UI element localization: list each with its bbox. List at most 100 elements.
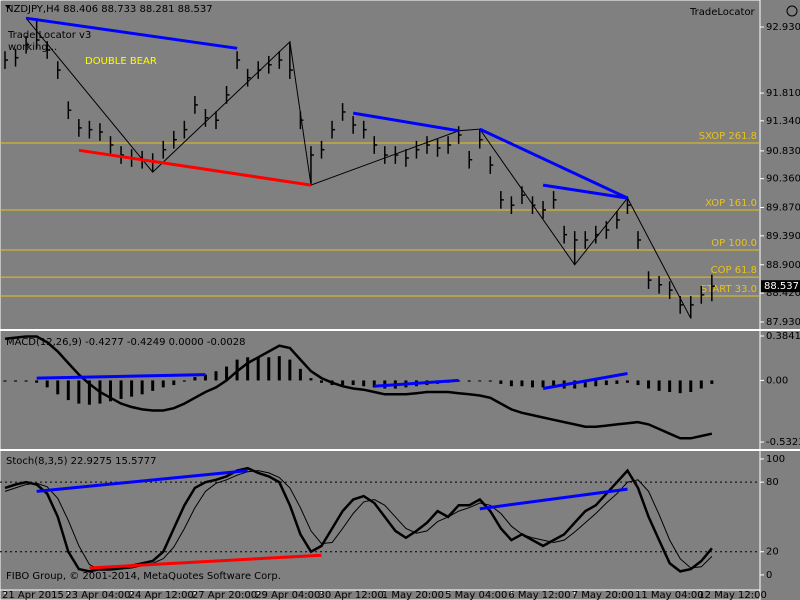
macd-bar (3, 380, 7, 382)
macd-bar (552, 380, 556, 388)
y-tick-label: 80 (766, 477, 779, 488)
macd-bar (668, 380, 672, 393)
macd-bar (573, 380, 577, 389)
x-tick-label: 7 May 20:00 (572, 590, 634, 600)
last-price-label: 88.537 (764, 281, 799, 292)
macd-bar (604, 380, 608, 386)
x-tick-label: 6 May 12:00 (508, 590, 570, 600)
macd-bar (277, 356, 281, 381)
macd-bar (583, 380, 587, 388)
trendline (78, 148, 312, 187)
macd-bar (246, 357, 250, 381)
macd-bar (625, 380, 629, 383)
macd-bar (372, 380, 376, 388)
fib-level-label: START 33.0 (701, 284, 757, 295)
trendline (25, 16, 238, 50)
macd-bar (288, 359, 292, 381)
annotation: TradeLocator (689, 7, 756, 18)
macd-bar (214, 371, 218, 381)
annotation: Trade Locator v3 (7, 30, 91, 41)
macd-line (4, 335, 713, 440)
fib-level-label: COP 61.8 (711, 265, 757, 276)
macd-bar (320, 380, 323, 383)
macd-bar (509, 380, 513, 387)
trendline (36, 373, 206, 380)
macd-bar (56, 380, 60, 395)
macd-bar (77, 380, 81, 404)
annotation: DOUBLE BEAR (85, 56, 157, 67)
panel-title: Stoch(8,3,5) 22.9275 15.5777 (6, 456, 157, 467)
last-price-box (761, 280, 800, 293)
macd-bar (488, 380, 492, 382)
macd-bar (678, 380, 682, 394)
y-tick-label: 89.870 (766, 203, 800, 214)
macd-bar (109, 380, 112, 402)
x-tick-label: 23 Apr 04:00 (65, 590, 130, 600)
y-tick-label: 88.420 (766, 288, 800, 299)
macd-bar (710, 380, 714, 384)
smiley-icon (786, 5, 798, 17)
y-tick-label: 89.390 (766, 231, 800, 242)
macd-bar (225, 366, 229, 381)
macd-bar (172, 380, 176, 386)
macd-bar (699, 380, 703, 389)
macd-bar (541, 380, 545, 388)
stoch-line (4, 470, 713, 571)
macd-bar (594, 380, 598, 387)
x-tick-label: 5 May 04:00 (445, 590, 507, 600)
y-tick-label: 92.930 (766, 22, 800, 33)
macd-bar (14, 380, 18, 382)
macd-bar (66, 380, 70, 401)
macd-bar (119, 380, 123, 399)
y-tick-label: 0 (766, 570, 772, 581)
macd-bar (298, 368, 302, 381)
macd-bar (467, 380, 471, 382)
y-tick-label: -0.5323 (766, 437, 800, 448)
macd-bar (362, 380, 366, 387)
macd-bar (24, 380, 28, 382)
y-tick-label: 91.810 (766, 88, 800, 99)
x-tick-label: 11 May 04:00 (635, 590, 704, 600)
y-tick-label: 91.340 (766, 116, 800, 127)
menu-icon (5, 5, 11, 9)
macd-bar (309, 378, 313, 381)
x-tick-label: 1 May 20:00 (382, 590, 444, 600)
trendline (479, 127, 629, 200)
x-tick-label: 12 May 12:00 (698, 590, 767, 600)
macd-bar (531, 380, 534, 388)
copyright: FIBO Group, © 2001-2014, MetaQuotes Soft… (6, 571, 281, 582)
macd-bar (647, 380, 651, 389)
y-tick-label: 87.930 (766, 317, 800, 328)
macd-bar (87, 380, 91, 405)
macd-bar (499, 380, 503, 384)
macd-bar (193, 376, 197, 381)
panel-title: NZDJPY,H4 88.406 88.733 88.281 88.537 (6, 4, 213, 15)
macd-bar (520, 380, 524, 387)
x-tick-label: 27 Apr 20:00 (192, 590, 257, 600)
macd-bar (203, 374, 207, 381)
panel-title: MACD(12,26,9) -0.4277 -0.4249 0.0000 -0.… (6, 337, 245, 348)
trendline (542, 183, 628, 200)
macd-bar (182, 380, 186, 382)
macd-bar (161, 380, 165, 388)
y-tick-label: 100 (766, 454, 785, 465)
macd-bar (45, 380, 49, 388)
x-tick-label: 29 Apr 04:00 (255, 590, 320, 600)
fib-level-label: OP 100.0 (711, 238, 757, 249)
y-tick-label: 90.360 (766, 174, 800, 185)
macd-bar (341, 380, 345, 386)
y-tick-label: 90.830 (766, 146, 800, 157)
macd-bar (256, 357, 260, 381)
x-tick-label: 30 Apr 12:00 (319, 590, 384, 600)
macd-bar (689, 380, 693, 393)
trendline (36, 469, 248, 493)
macd-bar (267, 357, 271, 381)
macd-bar (351, 380, 355, 386)
trendline (542, 372, 628, 390)
y-tick-label: 88.900 (766, 260, 800, 271)
macd-bar (657, 380, 661, 391)
trendline (89, 553, 322, 570)
x-tick-label: 24 Apr 12:00 (129, 590, 194, 600)
trendline (374, 378, 459, 388)
